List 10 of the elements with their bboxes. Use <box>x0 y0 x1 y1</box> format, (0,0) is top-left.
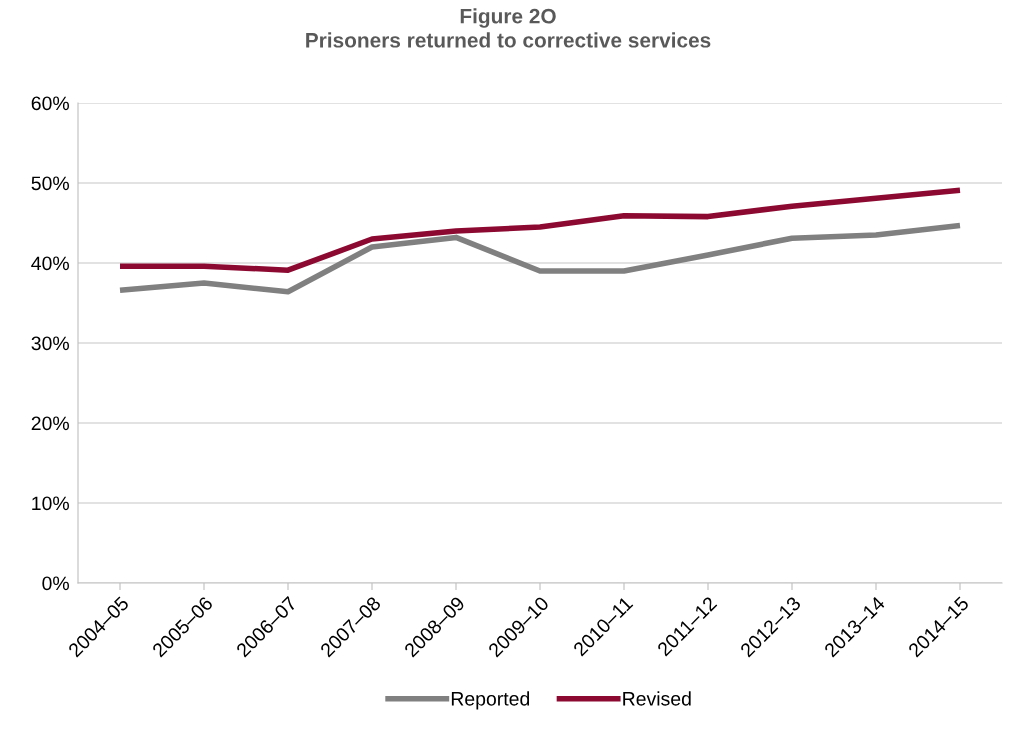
y-tick-label: 20% <box>31 416 69 431</box>
y-tick-label: 30% <box>31 336 69 351</box>
y-tick-label: 10% <box>32 496 69 511</box>
y-tick-label: 50% <box>31 176 69 191</box>
y-tick-label: 0% <box>42 576 69 591</box>
legend-label: Reported <box>451 691 530 710</box>
y-tick-label: 40% <box>31 256 69 271</box>
legend-label: Revised <box>623 691 691 706</box>
y-tick-label: 60% <box>31 96 69 111</box>
chart-title: Figure 2O Prisoners returned to corrective services <box>306 8 711 48</box>
